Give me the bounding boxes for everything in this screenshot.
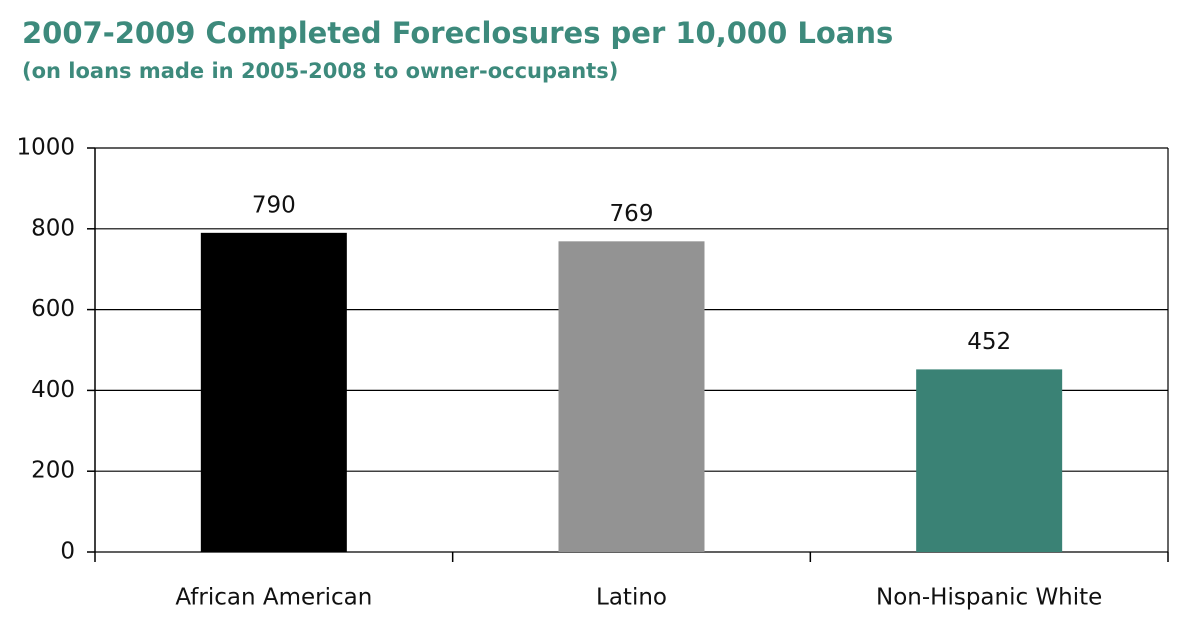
x-tick-label: Latino [596,585,667,611]
bar [558,241,705,552]
y-tick-label: 200 [31,458,75,484]
y-tick-label: 400 [31,377,75,403]
y-tick-label: 600 [31,296,75,322]
value-label: 790 [252,192,296,218]
chart-subtitle: (on loans made in 2005-2008 to owner-occ… [22,59,618,83]
x-tick-label: Non-Hispanic White [876,585,1102,611]
bar [200,232,347,552]
value-label: 452 [967,329,1011,355]
y-tick-label: 0 [60,539,75,565]
y-tick-label: 1000 [16,135,75,161]
value-label: 769 [610,201,654,227]
x-tick-label: African American [175,585,372,611]
chart-title: 2007-2009 Completed Foreclosures per 10,… [22,16,893,50]
bar [916,369,1063,552]
y-tick-label: 800 [31,215,75,241]
